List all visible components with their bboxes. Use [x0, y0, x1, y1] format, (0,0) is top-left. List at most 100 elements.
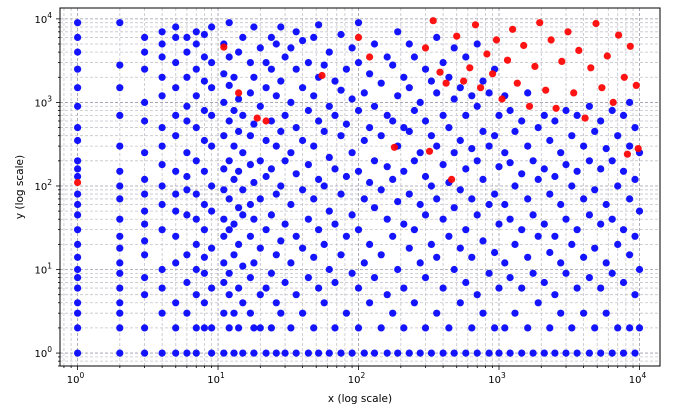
blue-data-point [320, 61, 328, 69]
blue-data-point [74, 84, 82, 92]
red-data-point [520, 41, 528, 50]
blue-data-point [506, 215, 514, 223]
blue-data-point [348, 44, 356, 52]
blue-data-point [439, 349, 447, 357]
blue-data-point [141, 98, 149, 106]
blue-data-point [383, 111, 391, 119]
blue-data-point [331, 165, 339, 173]
blue-data-point [529, 157, 537, 165]
blue-data-point [74, 211, 82, 219]
blue-data-point [370, 349, 379, 357]
blue-data-point [183, 349, 191, 357]
blue-data-point [450, 265, 458, 274]
blue-data-point [626, 195, 634, 203]
blue-data-point [479, 309, 487, 317]
blue-data-point [220, 165, 228, 173]
blue-data-point [614, 324, 622, 332]
blue-data-point [410, 226, 418, 234]
red-data-point [483, 50, 491, 58]
red-data-point [615, 31, 623, 39]
blue-data-point [331, 220, 339, 228]
blue-data-point [370, 274, 379, 282]
x-axis-label: x (log scale) [328, 393, 392, 405]
blue-data-point [551, 232, 559, 240]
blue-data-point [383, 291, 391, 299]
blue-data-point [141, 207, 149, 215]
blue-data-point [325, 153, 333, 161]
blue-data-point [172, 23, 180, 31]
blue-data-point [158, 161, 166, 169]
blue-data-point [518, 117, 526, 125]
blue-data-point [172, 232, 180, 240]
blue-data-point [597, 165, 605, 173]
blue-data-point [325, 349, 333, 357]
blue-data-point [256, 291, 264, 299]
blue-data-point [239, 299, 247, 307]
red-data-point [460, 77, 468, 85]
blue-data-point [277, 309, 285, 317]
blue-data-point [511, 240, 519, 248]
blue-data-point [473, 157, 481, 165]
red-data-point [513, 79, 521, 87]
blue-data-point [208, 284, 216, 292]
blue-data-point [192, 92, 200, 100]
blue-data-point [192, 240, 200, 248]
blue-data-point [172, 190, 180, 198]
blue-data-point [208, 182, 216, 190]
blue-data-point [468, 324, 476, 332]
blue-data-point [192, 65, 200, 73]
blue-data-point [310, 33, 318, 42]
blue-data-point [116, 259, 124, 267]
blue-data-point [116, 19, 124, 27]
blue-data-point [427, 349, 435, 357]
blue-data-point [608, 349, 616, 357]
blue-data-point [272, 349, 280, 357]
blue-data-point [479, 175, 487, 183]
blue-data-point [262, 136, 270, 145]
blue-data-point [320, 299, 328, 307]
y-tick-label: 102 [34, 178, 52, 193]
red-data-point [525, 102, 534, 110]
blue-data-point [573, 349, 581, 357]
blue-data-point [230, 106, 238, 115]
blue-data-point [141, 33, 149, 42]
blue-data-point [141, 274, 149, 282]
blue-data-point [158, 200, 166, 209]
blue-data-point [200, 269, 208, 277]
blue-data-point [325, 48, 333, 56]
blue-data-point [421, 274, 430, 282]
blue-data-point [116, 284, 124, 292]
blue-data-point [220, 98, 228, 106]
blue-data-point [342, 65, 350, 73]
blue-data-point [410, 53, 418, 61]
blue-data-point [456, 244, 464, 252]
red-data-point [253, 114, 261, 122]
blue-data-point [580, 309, 588, 317]
blue-data-point [383, 53, 391, 61]
red-data-point [453, 32, 461, 40]
blue-data-point [473, 102, 481, 110]
blue-data-point [495, 284, 503, 292]
blue-data-point [433, 33, 441, 42]
blue-data-point [74, 165, 82, 173]
blue-data-point [172, 207, 180, 215]
blue-data-point [256, 44, 264, 52]
blue-data-point [192, 349, 200, 357]
blue-data-point [183, 211, 191, 219]
blue-data-point [631, 349, 639, 357]
blue-data-point [272, 92, 280, 100]
blue-data-point [405, 40, 413, 48]
blue-data-point [524, 89, 532, 97]
red-data-point [623, 150, 632, 158]
red-data-point [492, 36, 501, 44]
blue-data-point [304, 59, 312, 67]
blue-data-point [116, 167, 124, 175]
blue-data-point [74, 33, 82, 42]
blue-data-point [591, 127, 599, 135]
blue-data-point [220, 132, 228, 140]
blue-data-point [342, 309, 350, 317]
red-data-point [421, 44, 430, 52]
blue-data-point [74, 65, 82, 73]
blue-data-point [462, 165, 470, 173]
blue-data-point [462, 278, 470, 287]
